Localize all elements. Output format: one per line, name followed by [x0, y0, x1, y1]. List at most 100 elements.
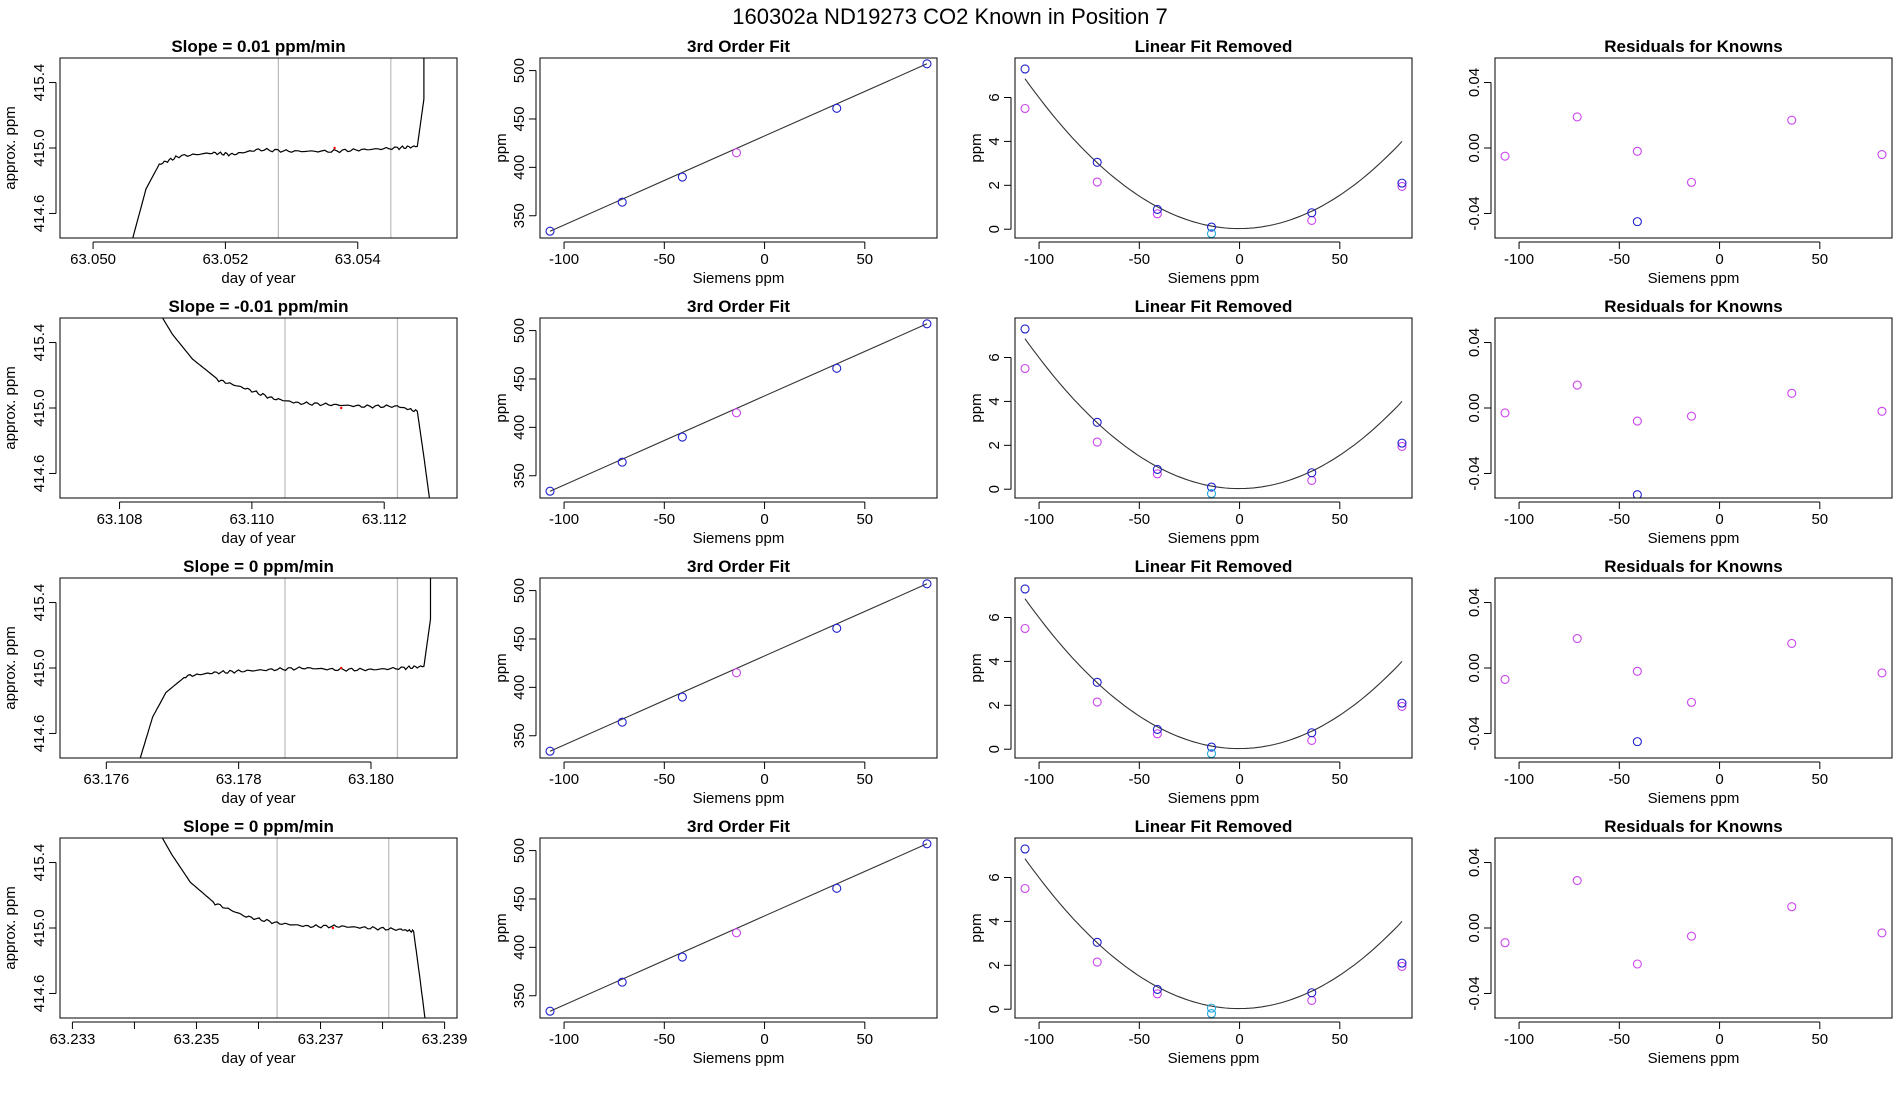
y-axis-label: ppm [493, 913, 510, 942]
magenta-point [1632, 146, 1642, 156]
blue-point [677, 692, 687, 702]
blue-point [832, 103, 842, 113]
fit-line [549, 323, 928, 492]
blue-point [1307, 208, 1317, 218]
x-tick-label: -50 [1608, 771, 1630, 788]
x-tick-label: 50 [856, 511, 873, 528]
x-tick-label: -100 [549, 511, 579, 528]
blue-point [922, 59, 932, 69]
plot-frame [1014, 57, 1413, 239]
y-tick-label: 414.6 [31, 455, 48, 493]
plot-area [1500, 380, 1887, 498]
y-axis-label: approx. ppm [2, 626, 19, 709]
plot-area [545, 59, 932, 236]
y-tick-label: 414.6 [31, 715, 48, 753]
magenta-point [1500, 151, 1510, 161]
y-tick-label: 500 [511, 58, 528, 83]
blue-point [545, 486, 555, 496]
y-axis-label: ppm [968, 913, 985, 942]
plot-frame [1014, 837, 1413, 1019]
x-tick-label: 50 [856, 1031, 873, 1048]
magenta-point [731, 668, 742, 678]
fit-line [549, 583, 928, 752]
panel-title: 3rd Order Fit [687, 297, 790, 316]
y-axis-label: ppm [968, 393, 985, 422]
x-tick-label: -100 [1504, 771, 1534, 788]
blue-point [677, 172, 687, 182]
panel-title: Slope = 0.01 ppm/min [171, 37, 345, 56]
x-tick-label: -50 [653, 771, 675, 788]
panel-title: Slope = -0.01 ppm/min [169, 297, 349, 316]
y-tick-label: 415.0 [31, 389, 48, 427]
blue-point [1397, 438, 1407, 448]
blue-point [1020, 844, 1030, 854]
plot-area [545, 579, 932, 756]
blue-point [617, 977, 627, 987]
magenta-point [1092, 177, 1102, 187]
magenta-point [1397, 701, 1407, 711]
x-tick-label: -50 [1128, 511, 1150, 528]
plot-area [545, 839, 932, 1016]
x-axis-label: Siemens ppm [1168, 790, 1260, 807]
magenta-point [1500, 408, 1510, 418]
blue-point [1092, 677, 1102, 687]
x-tick-label: 0 [760, 1031, 768, 1048]
plot-frame [1014, 317, 1413, 499]
plot-frame [1014, 577, 1413, 759]
blue-point [545, 226, 555, 236]
magenta-point [731, 148, 742, 158]
panel-r3-c4: Residuals for Knowns -100 -50 0 50 Siemens pp… [1466, 557, 1893, 807]
panel-r2-c4: Residuals for Knowns -100 -50 0 50 Siemens pp… [1466, 297, 1893, 547]
y-tick-label: 450 [511, 106, 528, 131]
y-axis-label: ppm [968, 133, 985, 162]
panel-title: Residuals for Knowns [1604, 557, 1783, 576]
y-axis-label: ppm [968, 653, 985, 682]
cyan-point [1206, 1009, 1217, 1018]
mean-marker [340, 406, 343, 410]
plot-frame [1494, 57, 1893, 239]
blue-point [1020, 584, 1030, 594]
panel-r2-c1: Slope = -0.01 ppm/min 63.108 63.110 63.112 d… [2, 297, 458, 547]
plot-area [1500, 875, 1887, 969]
magenta-point [1787, 388, 1797, 398]
x-tick-label: 63.176 [83, 771, 129, 788]
y-tick-label: -0.04 [1466, 196, 1483, 230]
x-tick-label: -100 [1024, 511, 1054, 528]
plot-area [545, 319, 932, 496]
magenta-point [1572, 633, 1582, 644]
panel-r1-c4: Residuals for Knowns -100 -50 0 50 Siemens pp… [1466, 37, 1893, 287]
y-tick-label: 6 [986, 613, 1003, 621]
figure-title: 160302a ND19273 CO2 Known in Position 7 [732, 4, 1167, 29]
x-tick-label: 0 [1235, 251, 1243, 268]
blue-point [1206, 482, 1217, 492]
blue-point [545, 1006, 555, 1016]
y-tick-label: 0.00 [1466, 133, 1483, 162]
x-tick-label: 63.108 [97, 511, 143, 528]
x-tick-label: 63.237 [298, 1031, 344, 1048]
y-tick-label: 450 [511, 886, 528, 911]
x-axis-label: Siemens ppm [1168, 1050, 1260, 1067]
y-axis-label: ppm [493, 653, 510, 682]
blue-point [617, 197, 627, 207]
blue-point [545, 746, 555, 756]
data-trace [132, 58, 425, 238]
x-tick-label: 50 [1811, 251, 1828, 268]
plot-area [161, 318, 431, 498]
magenta-point [731, 928, 742, 938]
plot-area [1020, 64, 1407, 238]
y-tick-label: 350 [511, 203, 528, 228]
blue-point [617, 457, 627, 467]
y-tick-label: 0.04 [1466, 328, 1483, 357]
x-tick-label: -100 [1024, 1031, 1054, 1048]
magenta-point [1020, 883, 1030, 894]
y-tick-label: 4 [986, 397, 1003, 405]
magenta-point [1152, 989, 1162, 999]
x-tick-label: 50 [856, 251, 873, 268]
x-tick-label: 0 [1235, 771, 1243, 788]
x-axis-label: Siemens ppm [1648, 1050, 1740, 1067]
plot-frame [539, 577, 938, 759]
panel-title: Residuals for Knowns [1604, 297, 1783, 316]
x-tick-label: -50 [1128, 771, 1150, 788]
data-trace [161, 838, 426, 1018]
